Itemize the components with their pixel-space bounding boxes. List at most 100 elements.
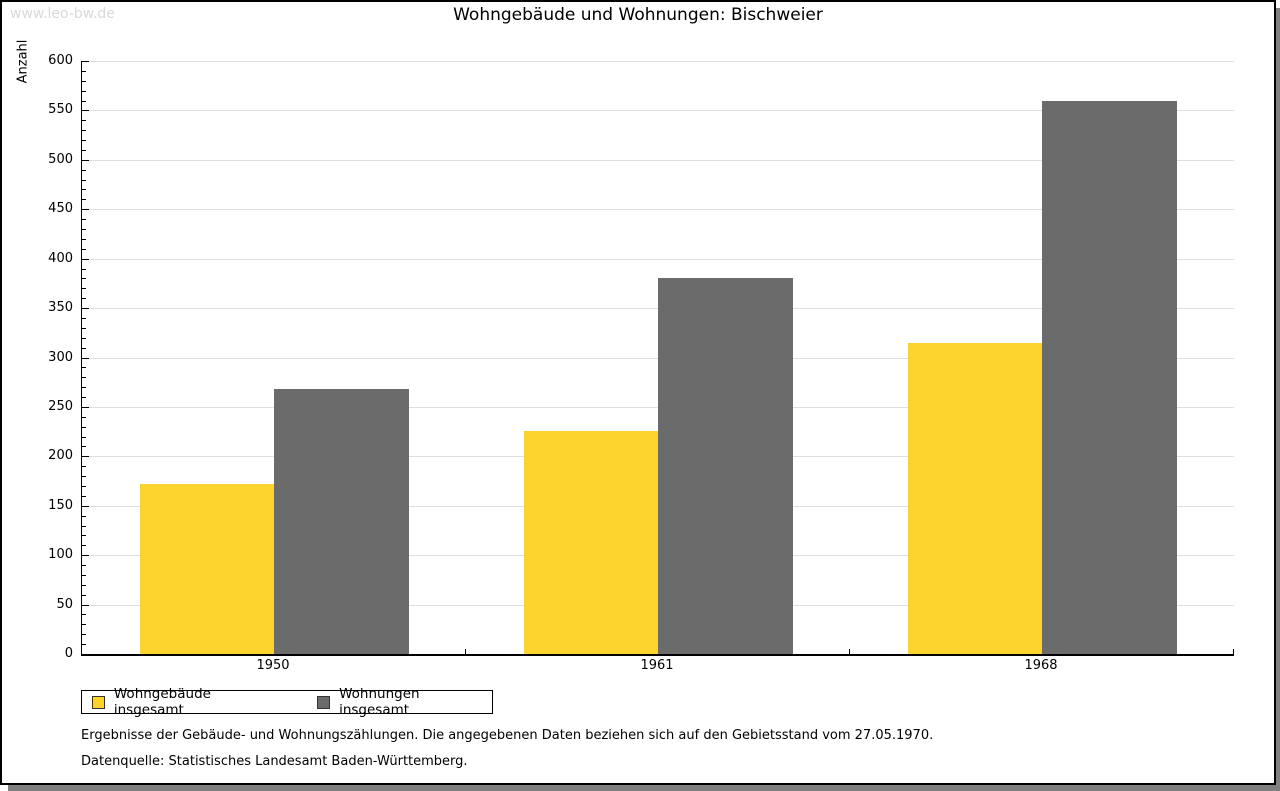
y-axis-tick (82, 209, 89, 211)
y-axis-tick (82, 485, 86, 487)
y-axis-tick (82, 367, 86, 369)
y-axis-tick-label: 100 (48, 547, 73, 563)
gridline (82, 110, 1234, 112)
bar-1968-wohnungen (1042, 100, 1177, 654)
y-axis-tick (82, 565, 86, 567)
y-axis-tick (82, 406, 89, 408)
y-axis-tick (82, 199, 86, 201)
bar-1968-wohngebaeude (908, 342, 1042, 654)
x-axis-tick (465, 649, 466, 654)
y-axis-tick (82, 515, 86, 517)
y-axis-tick (82, 505, 89, 507)
y-axis-tick (82, 634, 86, 636)
chart-title: Wohngebäude und Wohnungen: Bischweier (453, 5, 823, 25)
y-axis-tick (82, 278, 86, 280)
y-axis-tick (82, 644, 86, 646)
y-axis-tick-label: 550 (48, 102, 73, 118)
y-axis-tick (82, 574, 86, 576)
x-axis-tick (1233, 649, 1234, 654)
legend-item-wohnungen: Wohnungen insgesamt (317, 686, 492, 718)
y-axis-tick (82, 337, 86, 339)
plot-area (81, 61, 1234, 656)
y-axis-tick (82, 238, 86, 240)
y-axis-tick (82, 140, 86, 142)
y-axis-tick (82, 308, 89, 310)
y-axis-tick (82, 584, 86, 586)
y-axis-tick (82, 426, 86, 428)
y-axis-tick (82, 545, 86, 547)
y-axis-tick-label: 450 (48, 201, 73, 217)
y-axis-tick (82, 476, 86, 478)
x-axis-tick-label: 1968 (1024, 658, 1058, 673)
y-axis-tick (82, 149, 86, 151)
gridline (82, 159, 1234, 161)
x-axis-tick-label: 1950 (256, 658, 290, 673)
y-axis-tick (82, 258, 89, 260)
y-axis-tick (82, 525, 86, 527)
y-axis-tick (82, 61, 89, 62)
y-axis-tick (82, 604, 89, 606)
bar-1950-wohngebaeude (140, 484, 274, 654)
y-axis-tick (82, 229, 86, 231)
legend-label: Wohngebäude insgesamt (113, 686, 211, 718)
y-axis-tick (82, 130, 86, 132)
x-axis-tick-label: 1961 (640, 658, 674, 673)
footnote-datenquelle: Datenquelle: Statistisches Landesamt Bad… (81, 754, 468, 769)
legend: Wohngebäude insgesamt Wohnungen insgesam… (81, 686, 493, 718)
y-axis-tick (82, 377, 86, 379)
y-axis-tick (82, 110, 89, 112)
x-axis-tick (849, 649, 850, 654)
y-axis-tick (82, 436, 86, 438)
y-axis-tick (82, 189, 86, 191)
y-axis-tick (82, 169, 86, 171)
y-axis-tick (82, 466, 86, 468)
y-axis-tick (82, 268, 86, 270)
y-axis-tick (82, 317, 86, 319)
gridline (82, 61, 1234, 62)
y-axis-tick-label: 400 (48, 250, 73, 266)
y-axis-tick-label: 600 (48, 53, 73, 68)
y-axis-tick-label: 50 (56, 596, 73, 612)
y-axis-tick (82, 100, 86, 102)
y-axis-tick (82, 159, 89, 161)
y-axis-tick (82, 555, 89, 557)
footnote-gebietsstand: Ergebnisse der Gebäude- und Wohnungszähl… (81, 728, 934, 743)
y-axis-tick (82, 446, 86, 448)
y-axis-tick-label: 150 (48, 497, 73, 513)
y-axis-tick (82, 288, 86, 290)
y-axis-tick-label: 350 (48, 300, 73, 316)
bar-1961-wohngebaeude (524, 430, 658, 654)
y-axis-tick-label: 200 (48, 448, 73, 464)
legend-item-wohngebaeude: Wohngebäude insgesamt (92, 686, 283, 718)
y-axis-tick (82, 80, 86, 82)
y-axis-tick (82, 327, 86, 329)
legend-label: Wohnungen insgesamt (339, 686, 420, 718)
y-axis-tick (82, 357, 89, 359)
y-axis-tick (82, 594, 86, 596)
y-axis-tick (82, 456, 89, 458)
gridline (82, 258, 1234, 260)
y-axis-tick-label: 250 (48, 398, 73, 414)
y-axis-tick (82, 219, 86, 221)
y-axis-tick (82, 387, 86, 389)
y-axis-tick (82, 347, 86, 349)
y-axis-tick (82, 179, 86, 181)
watermark: www.leo-bw.de (10, 6, 115, 22)
y-axis-tick (82, 397, 86, 399)
y-axis-tick (82, 614, 86, 616)
legend-swatch-icon (317, 695, 331, 709)
legend-swatch-icon (92, 695, 105, 709)
bar-1950-wohnungen (274, 389, 409, 654)
y-axis-tick (82, 298, 86, 300)
y-axis-tick-label: 300 (48, 349, 73, 365)
y-axis-tick (82, 248, 86, 250)
y-axis-tick (82, 416, 86, 418)
y-axis-tick-label: 0 (64, 646, 73, 661)
y-axis-tick-label: 500 (48, 151, 73, 167)
y-axis-tick (82, 495, 86, 497)
y-axis-tick (82, 90, 86, 92)
y-axis-tick (82, 70, 86, 72)
bar-1961-wohnungen (658, 278, 793, 654)
y-axis-tick (82, 535, 86, 537)
